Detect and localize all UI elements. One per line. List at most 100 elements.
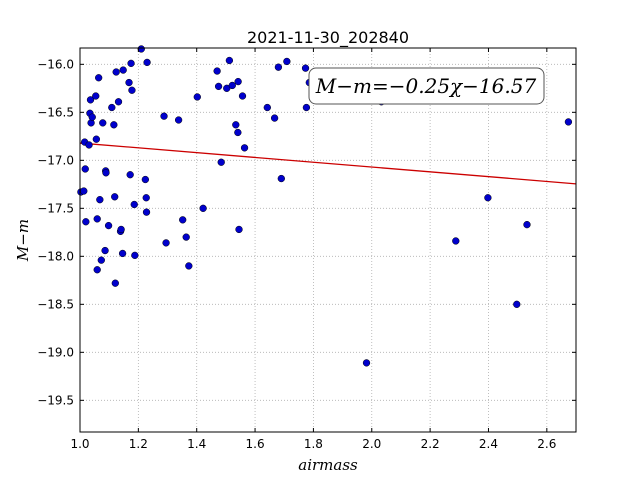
fit-equation-annotation: M−m=−0.25χ−16.57 xyxy=(315,74,537,98)
data-point xyxy=(160,112,168,120)
data-point xyxy=(277,174,285,183)
fit-annotation-box: M−m=−0.25χ−16.57 xyxy=(308,67,545,105)
data-point xyxy=(193,93,201,101)
data-point xyxy=(270,114,279,122)
data-point xyxy=(217,158,225,166)
data-point xyxy=(131,251,139,260)
data-point xyxy=(142,194,150,202)
data-point xyxy=(137,45,145,53)
data-point xyxy=(82,218,90,226)
data-point xyxy=(102,169,110,177)
data-point xyxy=(301,64,310,72)
y-axis-label: M−m xyxy=(14,219,32,262)
data-point xyxy=(174,116,183,124)
x-tick-label: 2.0 xyxy=(362,437,381,451)
data-point xyxy=(92,92,100,100)
data-point xyxy=(564,118,573,126)
y-tick-label: −16.0 xyxy=(37,57,74,71)
data-point xyxy=(228,81,236,90)
data-point xyxy=(85,141,93,149)
axis-ticks xyxy=(79,48,576,432)
data-point xyxy=(111,193,119,201)
data-point xyxy=(111,279,119,287)
y-tick-label: −17.5 xyxy=(37,201,74,215)
x-tick-label: 2.4 xyxy=(479,437,498,451)
tick-labels: 1.0 1.2 1.4 1.6 1.8 2.0 2.2 2.4 2.6 −16.0 −16.5 −17… xyxy=(37,57,556,451)
data-point xyxy=(234,77,242,86)
x-tick-label: 1.8 xyxy=(304,437,323,451)
data-point xyxy=(97,256,105,264)
data-point xyxy=(523,220,531,229)
x-tick-label: 2.6 xyxy=(537,437,556,451)
data-point xyxy=(125,78,133,87)
data-point xyxy=(88,113,96,121)
data-point xyxy=(225,56,234,65)
x-tick-label: 1.4 xyxy=(187,437,206,451)
data-point xyxy=(80,187,88,195)
y-tick-label: −16.5 xyxy=(37,105,74,119)
data-point xyxy=(93,266,101,274)
data-point xyxy=(95,74,103,82)
data-point xyxy=(128,86,136,94)
data-point xyxy=(96,196,104,204)
data-point xyxy=(86,96,95,104)
data-point xyxy=(112,68,120,76)
data-point xyxy=(235,225,243,234)
data-point xyxy=(232,121,240,129)
data-point xyxy=(283,57,291,66)
chart-title: 2021-11-30_202840 xyxy=(247,28,409,48)
data-point xyxy=(110,121,118,129)
data-point xyxy=(513,300,521,308)
data-point xyxy=(101,246,109,255)
x-tick-label: 2.2 xyxy=(421,437,440,451)
y-tick-label: −18.0 xyxy=(37,249,74,263)
y-tick-label: −19.0 xyxy=(37,345,74,359)
data-point xyxy=(302,103,311,112)
data-point xyxy=(199,204,207,212)
data-point xyxy=(141,175,150,184)
data-point xyxy=(484,194,492,202)
data-point xyxy=(99,119,107,127)
y-tick-label: −18.5 xyxy=(37,297,74,311)
data-point xyxy=(179,216,187,224)
fit-line-layer xyxy=(79,142,577,185)
data-point xyxy=(143,58,151,67)
data-point xyxy=(213,67,221,75)
data-point xyxy=(240,144,249,152)
data-point xyxy=(362,359,371,367)
x-tick-label: 1.2 xyxy=(129,437,148,451)
data-point xyxy=(104,221,113,230)
annotation-frame xyxy=(308,67,545,105)
y-tick-label: −17.0 xyxy=(37,153,74,167)
data-point xyxy=(119,66,127,74)
data-point xyxy=(185,262,193,270)
data-point xyxy=(142,208,151,216)
data-point xyxy=(126,171,134,179)
y-tick-label: −19.5 xyxy=(37,393,74,407)
x-axis-label: airmass xyxy=(298,456,358,474)
data-point xyxy=(182,233,190,241)
data-point xyxy=(214,82,223,91)
data-point xyxy=(452,237,460,245)
data-point xyxy=(108,103,116,112)
data-point xyxy=(263,103,271,112)
fit-line xyxy=(79,142,577,185)
data-point xyxy=(81,165,89,173)
data-point xyxy=(114,98,123,106)
x-tick-label: 1.6 xyxy=(246,437,265,451)
data-point xyxy=(117,225,125,234)
data-point xyxy=(238,92,247,100)
data-point xyxy=(274,63,283,71)
data-point xyxy=(234,128,242,137)
data-point xyxy=(127,59,135,68)
data-point xyxy=(92,135,100,143)
data-point xyxy=(162,239,170,247)
data-point xyxy=(93,215,101,223)
x-tick-label: 1.0 xyxy=(70,437,89,451)
data-point xyxy=(130,200,138,209)
data-point xyxy=(118,249,127,258)
data-points xyxy=(77,45,573,367)
plot-frame xyxy=(79,47,577,433)
